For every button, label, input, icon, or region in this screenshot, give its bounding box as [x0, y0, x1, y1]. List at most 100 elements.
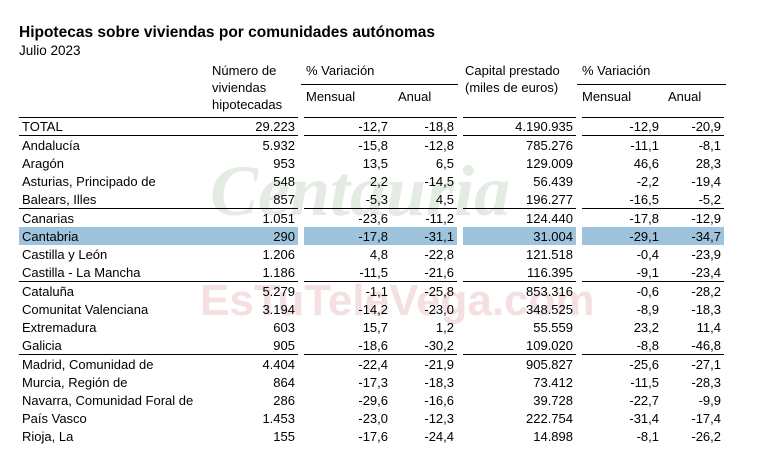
header-capital: Capital prestado (miles de euros) — [465, 62, 560, 96]
row-var-anual: -12,8 — [391, 135, 457, 154]
row-var-anual: -25,8 — [391, 281, 457, 300]
row-capital: 129.009 — [526, 155, 573, 171]
table-row: Andalucía 5.932 -15,8 -12,8 785.276 -11,1 -8,1 — [19, 135, 724, 154]
header-rule-variacion-2 — [577, 84, 726, 85]
row-name: Galicia — [22, 337, 62, 353]
table-row: TOTAL 29.223 -12,7 -18,8 4.190.935 -12,9 -20,9 — [19, 116, 724, 136]
header-capital-line2: (miles de euros) — [465, 80, 559, 95]
row-cap-mensual: -31,4 — [629, 411, 659, 427]
header-numero-line3: hipotecadas — [212, 97, 283, 112]
row-cap-anual: 11,4 — [696, 319, 721, 335]
row-cap-anual: -46,8 — [691, 337, 721, 353]
row-capital: 196.277 — [526, 191, 573, 207]
row-cap-mensual: -12,9 — [582, 116, 662, 136]
row-cap-mensual: -9,1 — [636, 264, 659, 280]
row-cap-anual: -26,2 — [691, 429, 721, 445]
row-cap-anual: -8,1 — [662, 135, 724, 154]
row-name: Balears, Illes — [22, 191, 97, 207]
table-row: Navarra, Comunidad Foral de 286 -29,6 -16,6… — [19, 391, 724, 409]
row-cap-anual: -19,4 — [691, 173, 721, 189]
row-name: Murcia, Región de — [22, 374, 128, 390]
row-capital: 116.395 — [526, 264, 573, 280]
row-var-anual: -30,2 — [424, 337, 454, 353]
row-capital: 905.827 — [463, 354, 576, 373]
table-row: Cataluña 5.279 -1,1 -25,8 853.316 -0,6 -28,2 — [19, 281, 724, 300]
row-cap-anual: 28,3 — [695, 155, 721, 171]
page-title: Hipotecas sobre viviendas por comunidade… — [19, 24, 436, 41]
row-capital: 73.412 — [533, 374, 573, 390]
row-cap-anual: -34,7 — [662, 227, 724, 246]
row-var-anual: -11,2 — [391, 208, 457, 227]
table-row: Castilla - La Mancha 1.186 -11,5 -21,6 116.3… — [19, 264, 724, 282]
row-viviendas: 155 — [273, 429, 295, 445]
row-capital: 4.190.935 — [463, 116, 576, 136]
row-var-mensual: -1,1 — [304, 281, 391, 300]
row-viviendas: 548 — [273, 173, 295, 189]
header-capital-line1: Capital prestado — [465, 63, 560, 78]
row-viviendas: 864 — [273, 374, 295, 390]
row-name: País Vasco — [22, 411, 87, 427]
row-var-mensual: -18,6 — [358, 337, 388, 353]
row-cap-mensual: -16,5 — [629, 191, 659, 207]
row-capital: 14.898 — [533, 429, 573, 445]
row-cap-mensual: -8,8 — [636, 337, 659, 353]
row-viviendas: 4.404 — [209, 354, 298, 373]
row-var-mensual: -17,8 — [304, 227, 391, 246]
row-cap-mensual: -8,1 — [636, 429, 659, 445]
row-name: Canarias — [19, 208, 209, 227]
row-var-anual: -16,6 — [424, 392, 454, 408]
header-numero-line2: viviendas — [212, 80, 267, 95]
row-cap-anual: -28,2 — [662, 281, 724, 300]
row-var-mensual: 15,7 — [362, 319, 388, 335]
row-viviendas: 1.206 — [262, 246, 295, 262]
row-var-mensual: -12,7 — [304, 116, 391, 136]
row-cap-anual: -23,9 — [691, 246, 721, 262]
row-viviendas: 3.194 — [262, 301, 295, 317]
row-var-mensual: -29,6 — [358, 392, 388, 408]
data-table: TOTAL 29.223 -12,7 -18,8 4.190.935 -12,9 -20,9… — [19, 116, 724, 446]
row-name: Aragón — [22, 155, 64, 171]
table-row: Canarias 1.051 -23,6 -11,2 124.440 -17,8 -12,9 — [19, 208, 724, 227]
page-subtitle: Julio 2023 — [19, 43, 81, 58]
row-name: Extremadura — [22, 319, 97, 335]
row-cap-anual: -20,9 — [662, 116, 724, 136]
row-var-anual: 6,5 — [435, 155, 454, 171]
row-cap-anual: -5,2 — [698, 191, 721, 207]
row-capital: 124.440 — [463, 208, 576, 227]
row-var-anual: -14,5 — [424, 173, 454, 189]
row-cap-mensual: -0,4 — [636, 246, 659, 262]
table-row: Asturias, Principado de 548 2,2 -14,5 56.439… — [19, 172, 724, 190]
table-row: Aragón 953 13,5 6,5 129.009 46,6 28,3 — [19, 154, 724, 172]
header-mensual-1: Mensual — [306, 89, 356, 104]
table-row: Madrid, Comunidad de 4.404 -22,4 -21,9 905.8… — [19, 354, 724, 373]
row-var-anual: -21,9 — [391, 354, 457, 373]
row-cap-mensual: -25,6 — [582, 354, 662, 373]
header-anual-1: Anual — [398, 89, 432, 104]
row-viviendas: 5.932 — [209, 135, 298, 154]
row-name: TOTAL — [19, 116, 209, 136]
header-numero-line1: Número de — [212, 63, 277, 78]
row-cap-anual: -27,1 — [662, 354, 724, 373]
row-name: Andalucía — [19, 135, 209, 154]
row-viviendas: 603 — [273, 319, 295, 335]
row-capital: 39.728 — [533, 392, 573, 408]
row-var-mensual: -22,4 — [304, 354, 391, 373]
header-rule-variacion-1 — [301, 84, 458, 85]
row-var-anual: -18,8 — [391, 116, 457, 136]
row-capital: 222.754 — [526, 411, 573, 427]
header-anual-2: Anual — [668, 89, 702, 104]
row-cap-anual: -23,4 — [691, 264, 721, 280]
row-var-mensual: 4,8 — [369, 246, 388, 262]
row-var-anual: -24,4 — [424, 429, 454, 445]
row-var-anual: -18,3 — [424, 374, 454, 390]
row-name: Rioja, La — [22, 429, 74, 445]
row-viviendas: 857 — [273, 191, 295, 207]
row-cap-mensual: 46,6 — [633, 155, 659, 171]
row-viviendas: 1.051 — [209, 208, 298, 227]
row-var-anual: -23,0 — [424, 301, 454, 317]
row-capital: 785.276 — [463, 135, 576, 154]
row-viviendas: 290 — [209, 227, 298, 246]
row-cap-anual: -28,3 — [691, 374, 721, 390]
row-var-mensual: -23,0 — [358, 411, 388, 427]
row-cap-mensual: -11,5 — [630, 374, 659, 390]
